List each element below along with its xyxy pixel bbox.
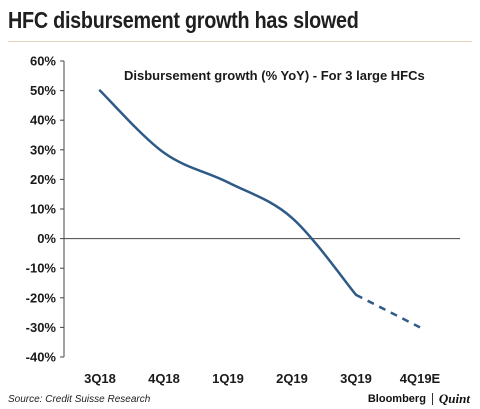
series-line-solid	[98, 89, 358, 297]
series-line-forecast	[355, 293, 421, 329]
x-tick-label: 2Q19	[276, 371, 308, 386]
y-tick-label: -10%	[26, 261, 57, 276]
chart-title: HFC disbursement growth has slowed	[8, 7, 359, 33]
x-tick-label: 3Q18	[84, 371, 116, 386]
y-tick-label: 50%	[30, 83, 56, 98]
brand-secondary: Quint	[438, 391, 470, 406]
y-tick-label: -40%	[26, 350, 57, 365]
y-tick-label: -20%	[26, 290, 57, 305]
y-axis-ticks: -40% -30% -20% -10% 0% 10% 20% 30% 40% 50% 60%	[26, 54, 64, 365]
y-tick-label: -30%	[26, 320, 57, 335]
x-tick-label: 4Q19E	[400, 371, 441, 386]
x-axis-ticks: 3Q18 4Q18 1Q19 2Q19 3Q19 4Q19E	[84, 371, 440, 386]
y-tick-label: 30%	[30, 142, 56, 157]
y-tick-label: 0%	[37, 231, 56, 246]
y-tick-label: 60%	[30, 54, 56, 69]
source-note: Source: Credit Suisse Research	[8, 394, 151, 405]
x-tick-label: 4Q18	[148, 371, 180, 386]
chart-subtitle: Disbursement growth (% YoY) - For 3 larg…	[124, 68, 425, 83]
brand-logo: Bloomberg Quint	[368, 391, 470, 407]
title-divider	[8, 41, 472, 42]
brand-divider	[431, 393, 433, 405]
y-tick-label: 20%	[30, 172, 56, 187]
y-tick-label: 40%	[30, 113, 56, 128]
y-tick-label: 10%	[30, 202, 56, 217]
x-tick-label: 3Q19	[340, 371, 372, 386]
brand-primary: Bloomberg	[367, 393, 426, 405]
x-tick-label: 1Q19	[212, 371, 244, 386]
